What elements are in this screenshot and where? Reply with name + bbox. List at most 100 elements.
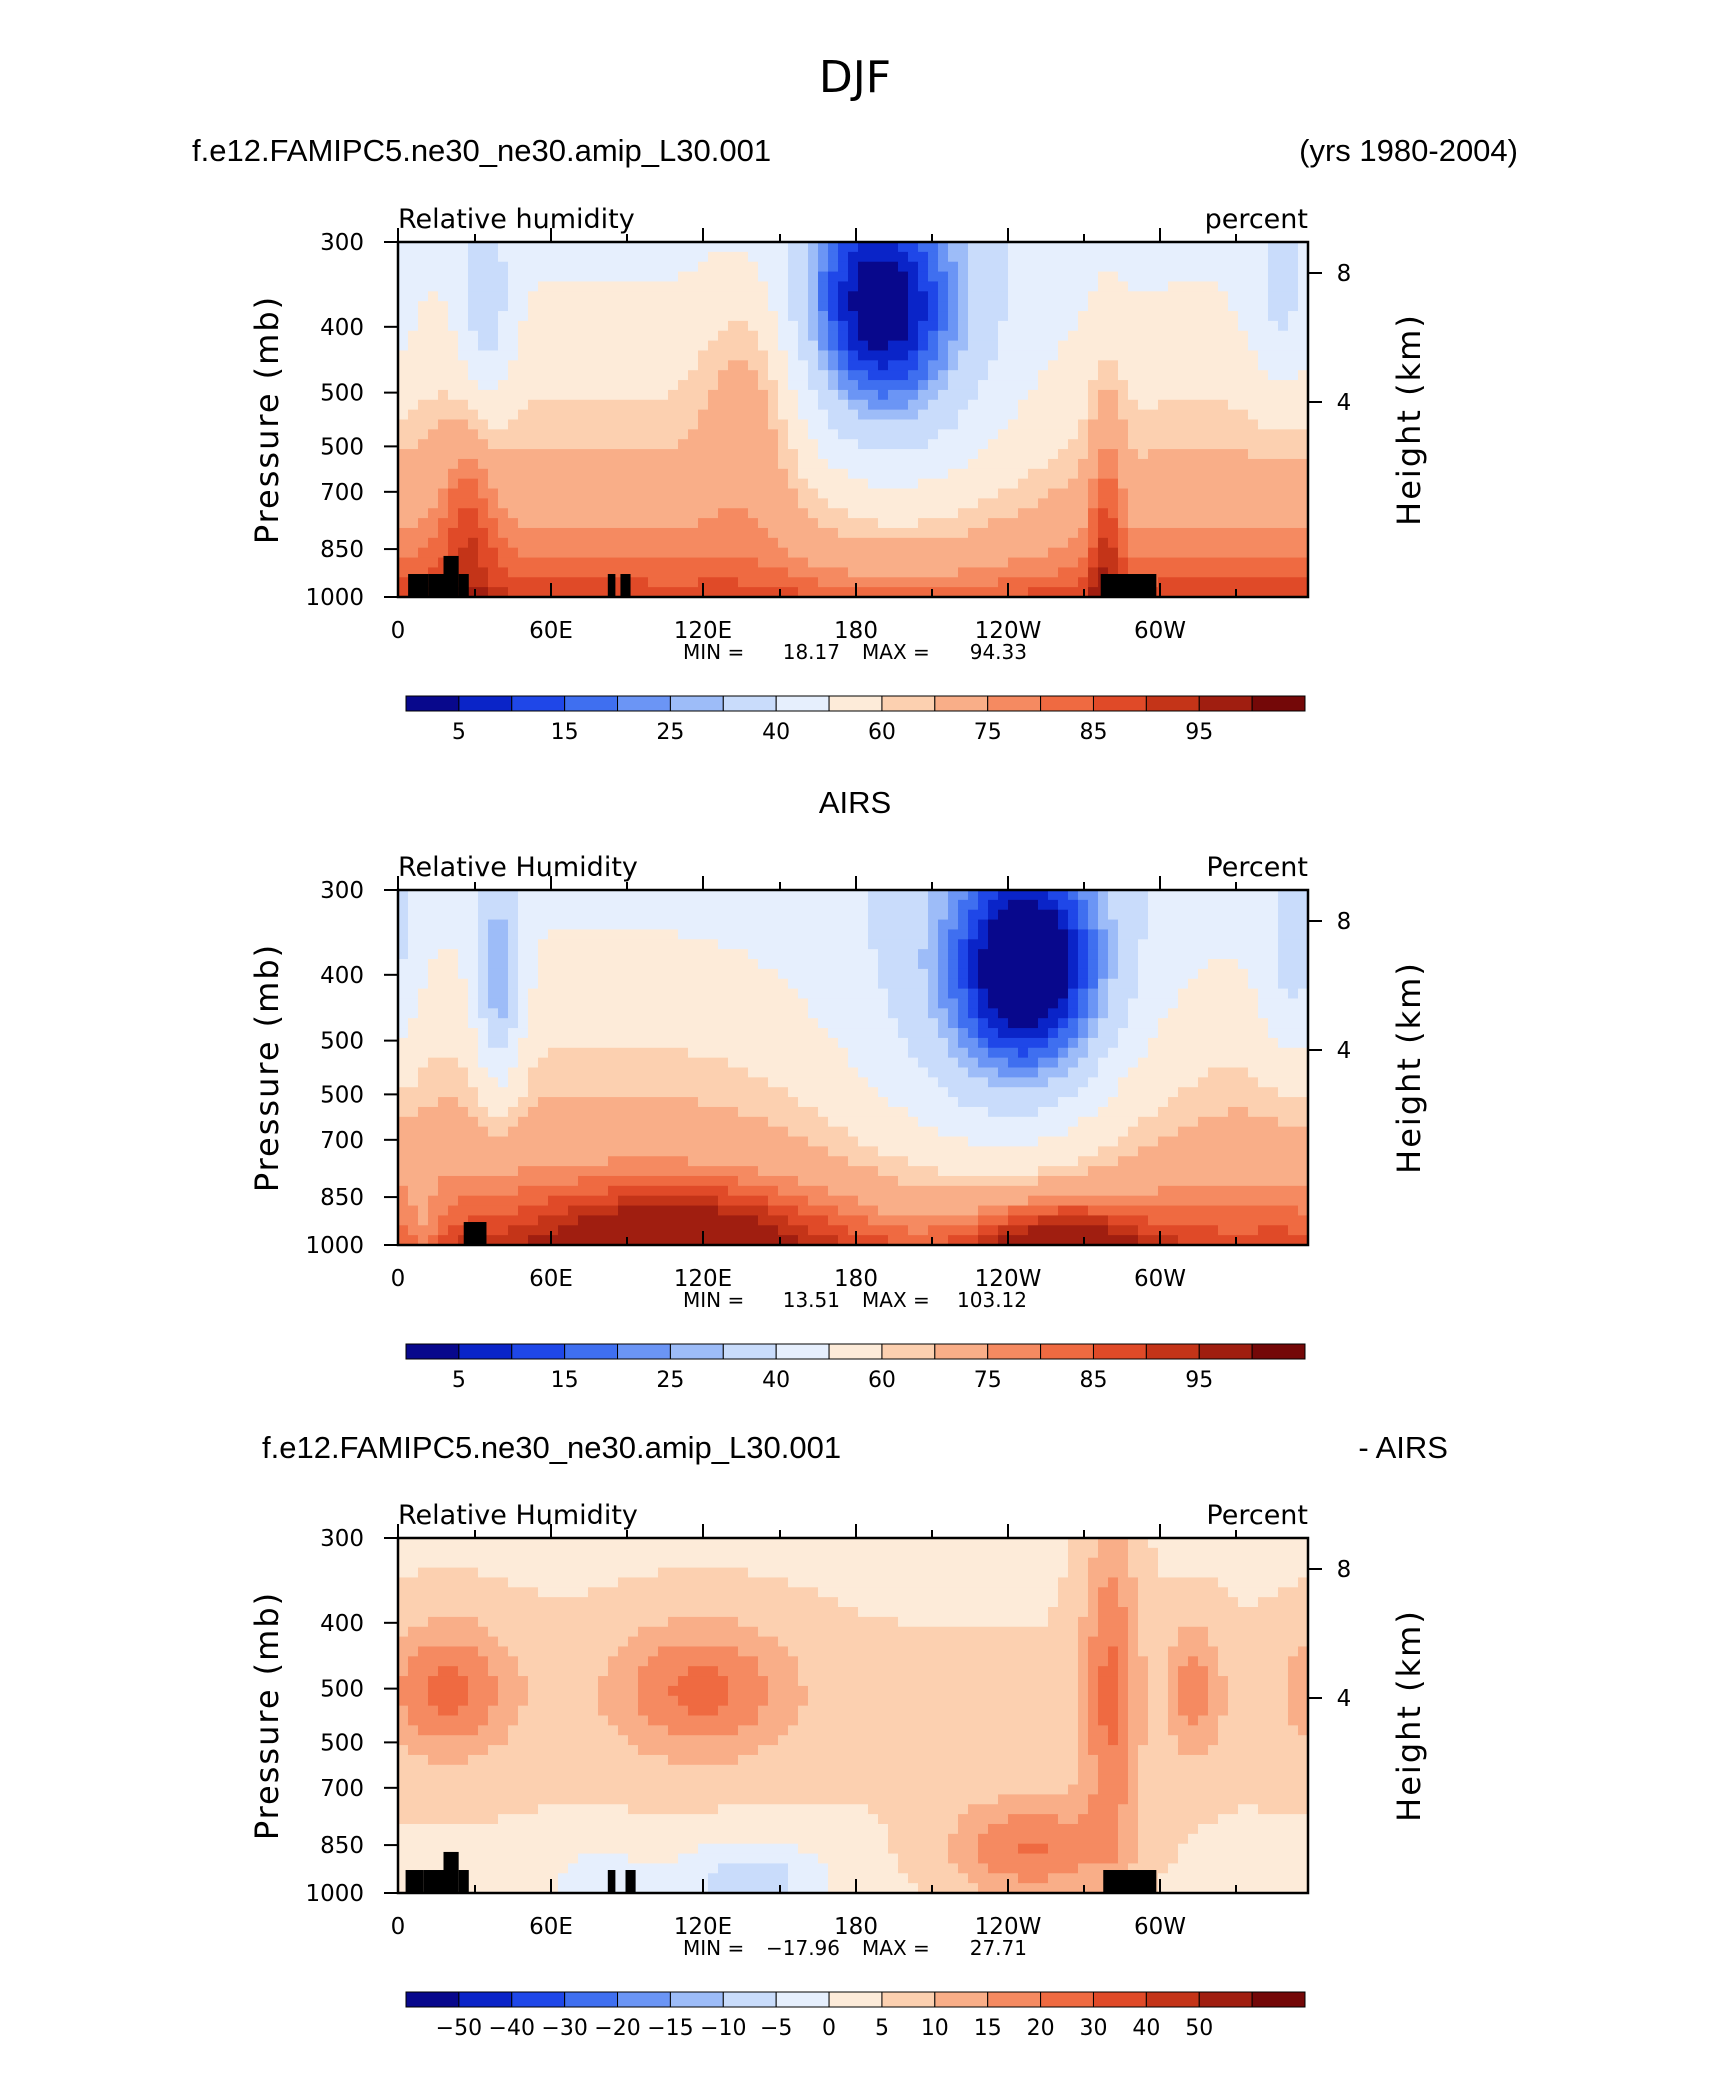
heatmap-cell	[1198, 587, 1209, 597]
heatmap-cell	[588, 488, 599, 499]
heatmap-cell	[728, 1166, 739, 1177]
heatmap-cell	[488, 1126, 499, 1138]
heatmap-cell	[548, 978, 559, 990]
heatmap-cell	[448, 1097, 459, 1108]
heatmap-cell	[1288, 419, 1299, 430]
heatmap-cell	[828, 468, 839, 480]
heatmap-cell	[808, 1077, 819, 1088]
heatmap-cell	[718, 1175, 729, 1187]
heatmap-cell	[848, 311, 859, 322]
heatmap-cell	[858, 330, 869, 342]
heatmap-cell	[1008, 389, 1019, 401]
heatmap-cell	[688, 567, 699, 578]
heatmap-cell	[458, 311, 469, 322]
heatmap-cell	[628, 537, 639, 549]
heatmap-cell	[938, 360, 949, 371]
heatmap-cell	[668, 899, 679, 911]
heatmap-cell	[738, 587, 749, 597]
heatmap-cell	[1158, 429, 1169, 440]
heatmap-cell	[1228, 311, 1239, 322]
heatmap-cell	[738, 409, 749, 421]
heatmap-cell	[548, 939, 559, 950]
heatmap-cell	[488, 909, 499, 921]
heatmap-cell	[418, 271, 429, 283]
heatmap-cell	[478, 890, 489, 901]
heatmap-cell	[588, 968, 599, 980]
heatmap-cell	[998, 350, 1009, 361]
heatmap-cell	[938, 567, 949, 578]
heatmap-cell	[788, 1205, 799, 1217]
heatmap-cell	[548, 557, 559, 569]
heatmap-cell	[628, 449, 639, 460]
heatmap-cell	[748, 271, 759, 283]
heatmap-cell	[588, 409, 599, 421]
heatmap-cell	[1258, 242, 1269, 253]
heatmap-cell	[1118, 429, 1129, 440]
heatmap-cell	[1298, 242, 1308, 253]
heatmap-cell	[428, 488, 439, 499]
heatmap-cell	[588, 399, 599, 411]
heatmap-cell	[808, 1028, 819, 1039]
heatmap-cell	[798, 1235, 809, 1245]
heatmap-cell	[948, 261, 959, 273]
heatmap-cell	[508, 409, 519, 421]
heatmap-cell	[888, 478, 899, 490]
heatmap-cell	[1278, 547, 1289, 559]
heatmap-cell	[598, 419, 609, 430]
heatmap-cell	[808, 1047, 819, 1059]
heatmap-cell	[798, 360, 809, 371]
heatmap-cell	[658, 1067, 669, 1078]
heatmap-cell	[598, 320, 609, 332]
heatmap-cell	[748, 1235, 759, 1245]
heatmap-cell	[698, 998, 709, 1009]
heatmap-cell	[568, 949, 579, 960]
heatmap-cell	[698, 478, 709, 490]
heatmap-cell	[778, 1037, 789, 1049]
heatmap-cell	[1118, 537, 1129, 549]
heatmap-cell	[698, 1116, 709, 1128]
heatmap-cell	[748, 370, 759, 381]
heatmap-cell	[638, 1047, 649, 1059]
heatmap-cell	[1238, 488, 1249, 499]
heatmap-cell	[818, 360, 829, 371]
heatmap-cell	[458, 537, 469, 549]
heatmap-cell	[588, 291, 599, 302]
heatmap-cell	[598, 488, 609, 499]
heatmap-cell	[668, 537, 679, 549]
heatmap-cell	[718, 1057, 729, 1069]
heatmap-cell	[568, 1215, 579, 1226]
heatmap-cell	[858, 439, 869, 450]
heatmap-cell	[1058, 350, 1069, 361]
heatmap-cell	[658, 1126, 669, 1138]
heatmap-cell	[818, 1047, 829, 1059]
heatmap-cell	[458, 939, 469, 950]
heatmap-cell	[818, 890, 829, 901]
heatmap-cell	[658, 968, 669, 980]
heatmap-cell	[1128, 419, 1139, 430]
heatmap-cell	[438, 251, 449, 263]
heatmap-cell	[828, 1067, 839, 1078]
heatmap-cell	[1078, 429, 1089, 440]
y-tick-label: 1000	[305, 585, 364, 611]
heatmap-cell	[908, 537, 919, 549]
heatmap-cell	[428, 1087, 439, 1098]
heatmap-cell	[888, 468, 899, 480]
heatmap-cell	[918, 557, 929, 569]
heatmap-cell	[428, 311, 439, 322]
heatmap-cell	[1198, 537, 1209, 549]
heatmap-cell	[458, 1225, 469, 1236]
heatmap-cell	[448, 399, 459, 411]
heatmap-cell	[848, 557, 859, 569]
heatmap-cell	[788, 1077, 799, 1088]
heatmap-cell	[678, 1235, 689, 1245]
heatmap-cell	[1078, 419, 1089, 430]
heatmap-cell	[1198, 281, 1209, 292]
heatmap-cell	[478, 537, 489, 549]
heatmap-cell	[418, 389, 429, 401]
heatmap-cell	[708, 959, 719, 970]
heatmap-cell	[1228, 577, 1239, 588]
heatmap-cell	[1048, 508, 1059, 519]
heatmap-cell	[588, 478, 599, 490]
heatmap-cell	[618, 919, 629, 931]
heatmap-cell	[1218, 242, 1229, 253]
